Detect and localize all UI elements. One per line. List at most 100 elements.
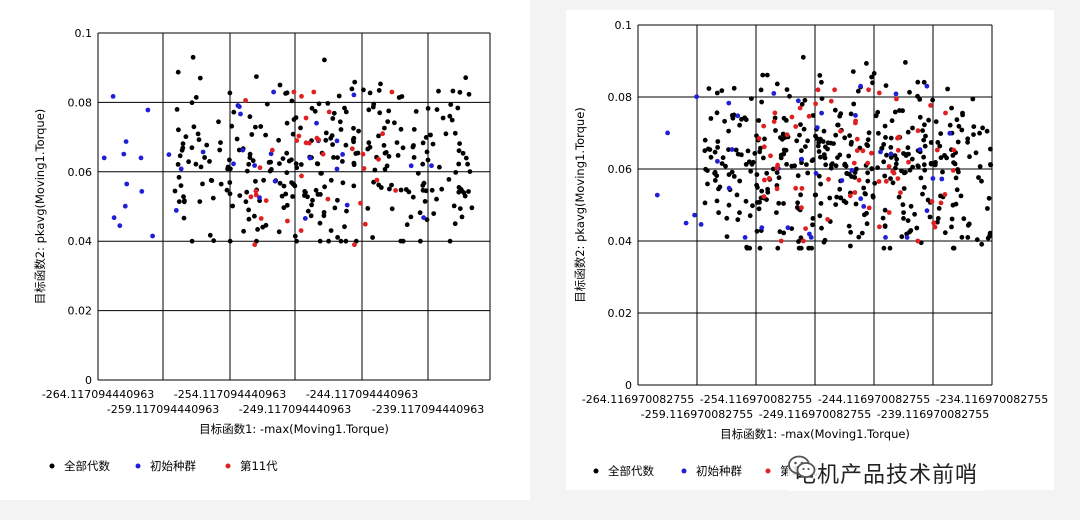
data-point — [833, 202, 839, 208]
data-point — [954, 117, 960, 123]
y-tick-label: 0.1 — [75, 27, 93, 40]
data-point — [285, 218, 290, 224]
data-point — [781, 230, 787, 236]
data-point — [456, 161, 462, 167]
data-point — [731, 174, 737, 179]
data-point — [883, 178, 889, 184]
data-point — [861, 204, 867, 209]
data-point — [819, 96, 825, 101]
data-point — [808, 235, 814, 240]
data-point — [785, 225, 791, 231]
data-point — [326, 109, 332, 115]
data-point — [370, 235, 375, 240]
data-point — [284, 90, 290, 96]
data-point — [986, 195, 992, 201]
data-point — [771, 119, 777, 124]
data-point — [921, 154, 926, 160]
data-point — [797, 132, 802, 138]
data-point — [712, 178, 718, 183]
data-point — [323, 130, 329, 136]
data-point — [457, 206, 463, 212]
data-point — [174, 107, 180, 112]
data-point — [705, 181, 710, 187]
data-point — [384, 163, 390, 169]
data-point — [947, 130, 953, 136]
data-point — [849, 167, 855, 173]
data-point — [331, 155, 336, 160]
data-point — [253, 192, 259, 198]
data-point — [735, 217, 741, 223]
data-point — [942, 230, 948, 236]
data-point — [837, 186, 843, 192]
data-point — [714, 198, 720, 204]
data-point — [446, 177, 452, 182]
data-point — [823, 162, 829, 168]
data-point — [712, 149, 718, 155]
data-point — [922, 185, 927, 190]
data-point — [881, 245, 887, 251]
data-point — [257, 165, 263, 171]
data-point — [949, 216, 955, 222]
data-point — [181, 215, 187, 221]
data-point — [923, 133, 928, 139]
data-point — [888, 145, 894, 150]
data-point — [460, 150, 466, 156]
data-point — [875, 165, 880, 171]
data-point — [321, 210, 327, 215]
data-point — [434, 107, 440, 112]
data-point — [819, 225, 824, 231]
data-point — [313, 187, 319, 193]
data-point — [724, 215, 730, 221]
wechat-icon — [788, 455, 816, 478]
data-point — [882, 224, 888, 229]
data-point — [253, 188, 259, 194]
data-point — [467, 169, 473, 175]
data-point — [955, 139, 961, 145]
data-point — [138, 155, 144, 161]
data-point — [953, 175, 959, 181]
data-point — [765, 186, 770, 192]
data-point — [466, 189, 471, 194]
data-point — [289, 157, 294, 163]
data-point — [182, 198, 187, 204]
data-point — [243, 199, 249, 205]
data-point — [263, 222, 269, 228]
data-point — [908, 203, 914, 209]
data-point — [849, 139, 854, 145]
data-point — [816, 149, 822, 154]
legend-item: 全部代数 — [593, 464, 654, 478]
y-axis-title: 目标函数2: pkavg(Moving1.Torque) — [33, 109, 47, 305]
x-tick-label: -249.116970082755 — [759, 408, 871, 421]
data-point — [887, 245, 893, 251]
data-point — [200, 181, 205, 187]
data-point — [434, 196, 439, 202]
data-point — [378, 185, 384, 190]
data-point — [257, 195, 262, 201]
data-point — [730, 115, 736, 121]
data-point — [828, 98, 834, 104]
data-point — [279, 193, 285, 199]
data-point — [238, 111, 243, 117]
data-point — [264, 101, 270, 107]
data-point — [340, 159, 345, 164]
data-point — [798, 192, 803, 198]
data-point — [980, 125, 985, 131]
data-point — [864, 221, 870, 227]
data-point — [246, 216, 252, 222]
data-point — [737, 122, 742, 128]
data-point — [410, 194, 416, 200]
data-point — [761, 123, 767, 129]
data-point — [382, 150, 388, 156]
data-point — [894, 156, 900, 162]
data-point — [338, 238, 344, 244]
y-axis-title: 目标函数2: pkavg(Moving1.Torque) — [573, 107, 587, 303]
data-point — [878, 149, 883, 155]
data-point — [945, 86, 950, 92]
data-point — [726, 147, 731, 153]
data-point — [932, 224, 938, 230]
data-point — [761, 155, 766, 161]
data-point — [881, 142, 887, 147]
data-point — [181, 194, 186, 200]
legend-item: 初始种群 — [135, 459, 196, 473]
data-point — [352, 242, 357, 248]
